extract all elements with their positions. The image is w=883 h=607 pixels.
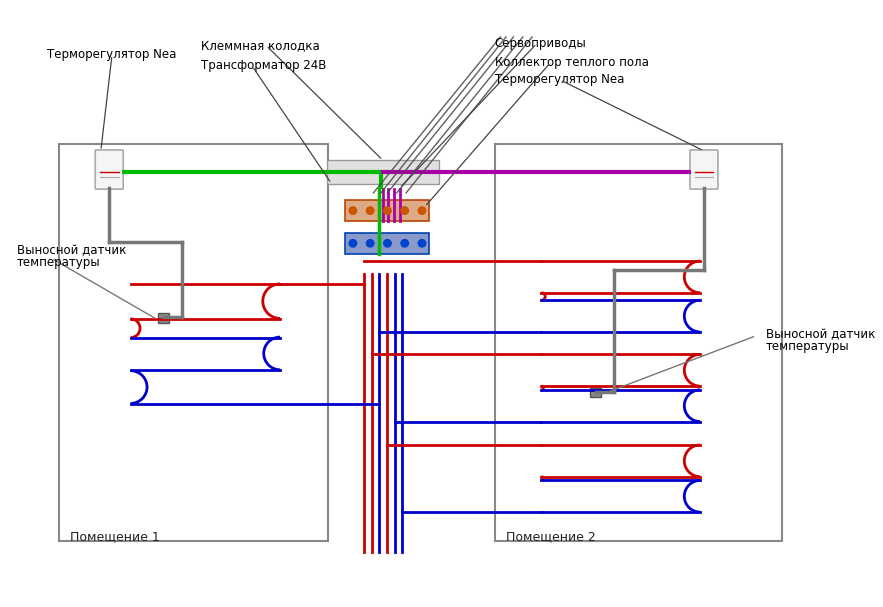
Bar — [590, 388, 601, 398]
Circle shape — [419, 240, 426, 247]
Circle shape — [366, 240, 374, 247]
Bar — [59, 144, 328, 541]
Circle shape — [401, 240, 409, 247]
Circle shape — [349, 207, 357, 214]
Circle shape — [419, 207, 426, 214]
Bar — [158, 313, 169, 323]
FancyBboxPatch shape — [345, 233, 429, 254]
Circle shape — [384, 240, 391, 247]
Text: Коллектор теплого пола: Коллектор теплого пола — [494, 56, 649, 69]
Circle shape — [384, 207, 391, 214]
Circle shape — [349, 240, 357, 247]
Text: Выносной датчик: Выносной датчик — [17, 244, 126, 257]
Text: Терморегулятор Nea: Терморегулятор Nea — [47, 48, 176, 61]
FancyBboxPatch shape — [345, 200, 429, 221]
FancyBboxPatch shape — [690, 150, 718, 189]
Text: Помещение 1: Помещение 1 — [70, 530, 160, 543]
Bar — [494, 144, 782, 541]
Text: температуры: температуры — [766, 341, 849, 353]
FancyBboxPatch shape — [327, 160, 439, 183]
Text: Выносной датчик: Выносной датчик — [766, 328, 875, 341]
Text: Клеммная колодка: Клеммная колодка — [200, 39, 320, 52]
Text: Сервоприводы: Сервоприводы — [494, 37, 586, 50]
FancyBboxPatch shape — [95, 150, 124, 189]
Text: температуры: температуры — [17, 256, 101, 270]
Text: Терморегулятор Nea: Терморегулятор Nea — [494, 73, 624, 86]
Text: Трансформатор 24В: Трансформатор 24В — [200, 59, 326, 72]
Circle shape — [366, 207, 374, 214]
Text: Помещение 2: Помещение 2 — [506, 530, 596, 543]
Circle shape — [401, 207, 409, 214]
